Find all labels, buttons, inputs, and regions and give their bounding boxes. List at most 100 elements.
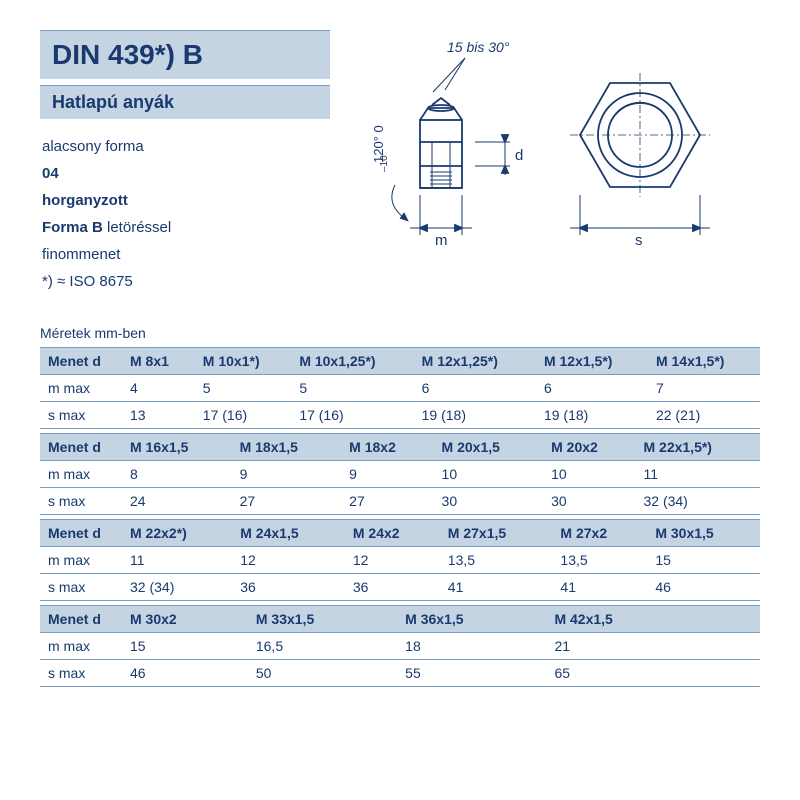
value-cell: 46: [122, 660, 248, 687]
thread-size-cell: M 18x2: [341, 434, 433, 461]
value-cell: 10: [434, 461, 544, 488]
technical-diagram: 15 bis 30° 120° 0 –10 d: [350, 30, 760, 295]
value-cell: 18: [397, 633, 546, 660]
value-cell: 13,5: [440, 547, 553, 574]
value-cell: 6: [414, 375, 536, 402]
desc-line: finommenet: [40, 241, 330, 268]
value-cell: 15: [122, 633, 248, 660]
value-cell: 5: [291, 375, 413, 402]
thread-size-cell: M 30x2: [122, 606, 248, 633]
value-cell: 19 (18): [414, 402, 536, 429]
thread-size-cell: M 27x2: [552, 520, 647, 547]
value-cell: 13,5: [552, 547, 647, 574]
table-row: m max11121213,513,515: [40, 547, 760, 574]
standard-title: DIN 439*) B: [40, 30, 330, 79]
value-cell: 12: [232, 547, 345, 574]
d-label: d: [515, 147, 523, 164]
spec-table-block: Menet dM 16x1,5M 18x1,5M 18x2M 20x1,5M 2…: [40, 433, 760, 515]
desc-line: Forma B letöréssel: [40, 214, 330, 241]
value-cell: [696, 633, 728, 660]
thread-size-cell: M 22x1,5*): [635, 434, 760, 461]
row-label: Menet d: [40, 434, 122, 461]
value-cell: [728, 660, 760, 687]
row-label: m max: [40, 461, 122, 488]
thread-size-cell: [696, 606, 728, 633]
thread-size-cell: M 16x1,5: [122, 434, 232, 461]
row-label: s max: [40, 660, 122, 687]
thread-size-cell: M 22x2*): [122, 520, 232, 547]
row-label: Menet d: [40, 520, 122, 547]
thread-size-cell: M 24x2: [345, 520, 440, 547]
value-cell: 5: [195, 375, 292, 402]
value-cell: 19 (18): [536, 402, 648, 429]
table-row: m max899101011: [40, 461, 760, 488]
value-cell: 11: [122, 547, 232, 574]
nut-diagram-svg: 15 bis 30° 120° 0 –10 d: [365, 30, 745, 270]
table-header-row: Menet dM 30x2M 33x1,5M 36x1,5M 42x1,5: [40, 606, 760, 633]
thread-size-cell: M 14x1,5*): [648, 348, 760, 375]
row-label: m max: [40, 547, 122, 574]
desc-line: alacsony forma: [40, 133, 330, 160]
value-cell: 55: [397, 660, 546, 687]
specifications-tables: Menet dM 8x1M 10x1*)M 10x1,25*)M 12x1,25…: [40, 347, 760, 687]
thread-size-cell: M 8x1: [122, 348, 195, 375]
table-row: s max242727303032 (34): [40, 488, 760, 515]
value-cell: 24: [122, 488, 232, 515]
thread-size-cell: M 36x1,5: [397, 606, 546, 633]
value-cell: 7: [648, 375, 760, 402]
row-label: m max: [40, 375, 122, 402]
s-label: s: [635, 232, 643, 249]
thread-size-cell: M 27x1,5: [440, 520, 553, 547]
table-row: s max46505565: [40, 660, 760, 687]
value-cell: 50: [248, 660, 397, 687]
table-header-row: Menet dM 16x1,5M 18x1,5M 18x2M 20x1,5M 2…: [40, 434, 760, 461]
thread-size-cell: M 10x1,25*): [291, 348, 413, 375]
value-cell: [728, 633, 760, 660]
value-cell: [696, 660, 728, 687]
thread-size-cell: M 20x1,5: [434, 434, 544, 461]
value-cell: 11: [635, 461, 760, 488]
dimensions-label: Méretek mm-ben: [40, 325, 760, 341]
value-cell: 32 (34): [635, 488, 760, 515]
title-column: DIN 439*) B Hatlapú anyák alacsony forma…: [40, 30, 330, 295]
value-cell: 21: [546, 633, 695, 660]
value-cell: 41: [440, 574, 553, 601]
thread-size-cell: M 24x1,5: [232, 520, 345, 547]
thread-size-cell: M 18x1,5: [232, 434, 342, 461]
value-cell: 36: [232, 574, 345, 601]
table-header-row: Menet dM 22x2*)M 24x1,5M 24x2M 27x1,5M 2…: [40, 520, 760, 547]
spec-table: Menet dM 8x1M 10x1*)M 10x1,25*)M 12x1,25…: [40, 347, 760, 429]
spec-table: Menet dM 22x2*)M 24x1,5M 24x2M 27x1,5M 2…: [40, 519, 760, 601]
table-header-row: Menet dM 8x1M 10x1*)M 10x1,25*)M 12x1,25…: [40, 348, 760, 375]
value-cell: 12: [345, 547, 440, 574]
thread-size-cell: M 12x1,5*): [536, 348, 648, 375]
desc-line: horganyzott: [40, 187, 330, 214]
spec-table: Menet dM 16x1,5M 18x1,5M 18x2M 20x1,5M 2…: [40, 433, 760, 515]
header-section: DIN 439*) B Hatlapú anyák alacsony forma…: [40, 30, 760, 295]
value-cell: 36: [345, 574, 440, 601]
value-cell: 16,5: [248, 633, 397, 660]
thread-size-cell: M 12x1,25*): [414, 348, 536, 375]
value-cell: 17 (16): [291, 402, 413, 429]
thread-size-cell: [728, 606, 760, 633]
value-cell: 27: [341, 488, 433, 515]
value-cell: 4: [122, 375, 195, 402]
thread-size-cell: M 33x1,5: [248, 606, 397, 633]
thread-size-cell: M 20x2: [543, 434, 635, 461]
row-label: m max: [40, 633, 122, 660]
product-subtitle: Hatlapú anyák: [40, 85, 330, 119]
value-cell: 41: [552, 574, 647, 601]
value-cell: 27: [232, 488, 342, 515]
spec-table: Menet dM 30x2M 33x1,5M 36x1,5M 42x1,5m m…: [40, 605, 760, 687]
value-cell: 13: [122, 402, 195, 429]
row-label: s max: [40, 488, 122, 515]
value-cell: 17 (16): [195, 402, 292, 429]
value-cell: 30: [434, 488, 544, 515]
table-row: s max32 (34)3636414146: [40, 574, 760, 601]
value-cell: 32 (34): [122, 574, 232, 601]
thread-size-cell: M 30x1,5: [647, 520, 760, 547]
value-cell: 6: [536, 375, 648, 402]
table-row: m max1516,51821: [40, 633, 760, 660]
spec-table-block: Menet dM 8x1M 10x1*)M 10x1,25*)M 12x1,25…: [40, 347, 760, 429]
value-cell: 22 (21): [648, 402, 760, 429]
